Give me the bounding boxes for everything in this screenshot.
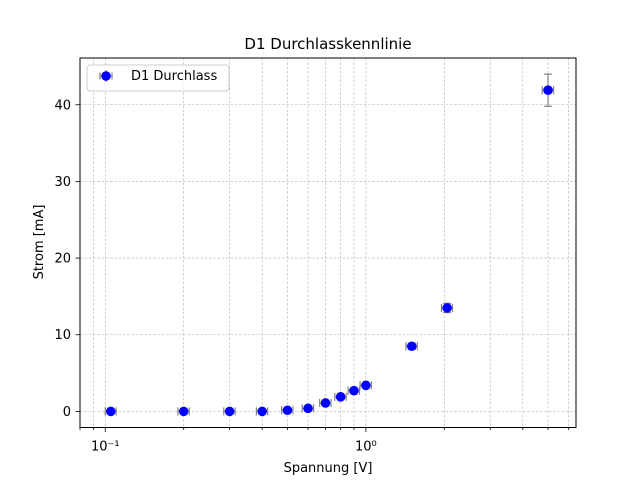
legend-label: D1 Durchlass xyxy=(131,69,217,84)
x-tick-label: 10⁰ xyxy=(355,440,377,455)
data-point xyxy=(349,385,359,396)
legend: D1 Durchlass xyxy=(86,64,230,92)
data-point xyxy=(543,85,553,95)
y-axis-label: Strom [mA] xyxy=(32,205,47,280)
data-point xyxy=(105,406,116,417)
y-tick-label: 0 xyxy=(63,405,71,420)
x-axis-label: Spannung [V] xyxy=(284,461,373,476)
chart-title: D1 Durchlasskennlinie xyxy=(244,35,411,53)
legend-box xyxy=(86,64,230,92)
y-tick-label: 30 xyxy=(54,175,71,190)
y-tick-label: 40 xyxy=(54,98,71,113)
data-point xyxy=(335,392,346,402)
legend-marker xyxy=(99,70,113,82)
data-points xyxy=(105,85,553,417)
x-tick-label: 10⁻¹ xyxy=(91,440,120,455)
data-point xyxy=(406,341,417,352)
data-point xyxy=(303,403,313,414)
data-point xyxy=(361,380,371,391)
y-tick-label: 10 xyxy=(54,328,71,343)
data-point xyxy=(178,406,189,417)
data-point xyxy=(224,406,235,417)
y-tick-label: 20 xyxy=(54,252,71,267)
data-point xyxy=(442,303,452,313)
data-point xyxy=(320,398,331,408)
data-point xyxy=(282,405,293,416)
axis-ticks: 10⁻¹ 10⁰ 0 10 20 30 40 xyxy=(54,98,570,455)
plot-frame xyxy=(79,57,577,428)
data-point xyxy=(257,406,267,417)
legend-point xyxy=(101,71,111,81)
